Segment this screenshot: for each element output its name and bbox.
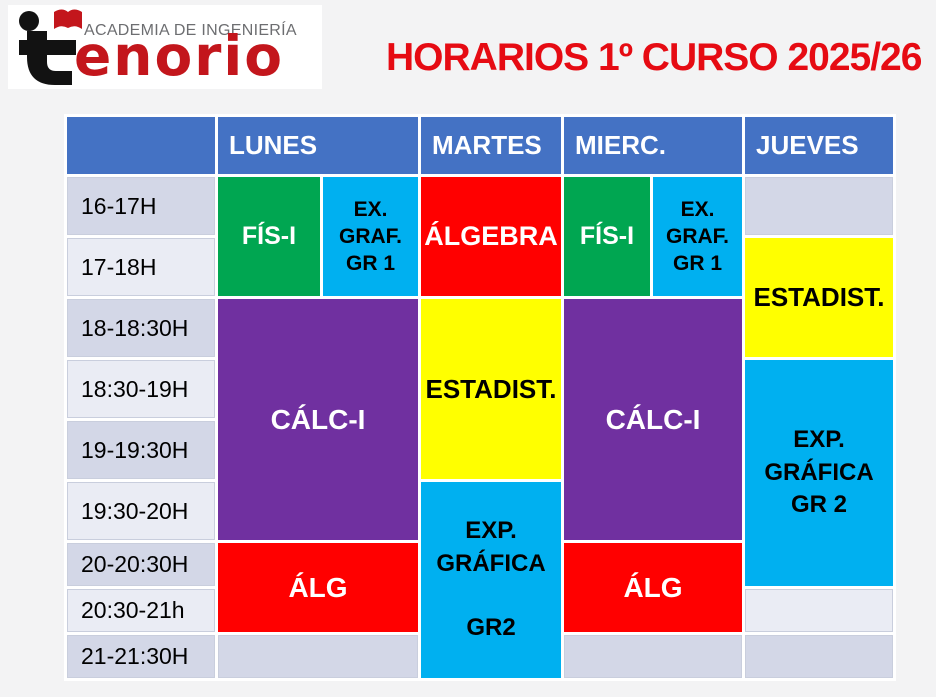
page-title: HORARIOS 1º CURSO 2025/26 <box>386 36 922 79</box>
class-estadist-martes: ESTADIST. <box>421 299 561 479</box>
timetable: LUNES MARTES MIERC. JUEVES 16-17H FÍS-I … <box>64 114 896 681</box>
class-fis-i-lunes: FÍS-I <box>218 177 320 296</box>
class-algebra-martes: ÁLGEBRA <box>421 177 561 296</box>
logo-brand-text: enorio <box>74 24 285 88</box>
class-ex-graf-gr1-mierc: EX. GRAF. GR 1 <box>653 177 742 296</box>
day-header-jueves: JUEVES <box>745 117 893 174</box>
logo: ACADEMIA DE INGENIERÍA enorio <box>8 5 322 89</box>
logo-tagline: ACADEMIA DE INGENIERÍA <box>84 22 297 39</box>
class-estadist-jueves: ESTADIST. <box>745 238 893 357</box>
time-slot-2030-21h: 20:30-21h <box>67 589 215 632</box>
class-ex-graf-gr1-lunes: EX. GRAF. GR 1 <box>323 177 418 296</box>
class-fis-i-mierc: FÍS-I <box>564 177 650 296</box>
corner-cell <box>67 117 215 174</box>
class-calc-i-mierc: CÁLC-I <box>564 299 742 540</box>
time-slot-16-17h: 16-17H <box>67 177 215 235</box>
class-exp-grafica-gr2-jueves: EXP. GRÁFICA GR 2 <box>745 360 893 586</box>
empty-slot-jueves-16-17h <box>745 177 893 235</box>
day-header-mierc: MIERC. <box>564 117 742 174</box>
tenorio-logo-icon <box>19 9 82 85</box>
time-slot-18-1830h: 18-18:30H <box>67 299 215 357</box>
time-slot-20-2030h: 20-20:30H <box>67 543 215 586</box>
day-header-lunes: LUNES <box>218 117 418 174</box>
empty-slot-jueves-2030-21h <box>745 589 893 632</box>
empty-slot-lunes-21-2130h <box>218 635 418 678</box>
time-slot-17-18h: 17-18H <box>67 238 215 296</box>
class-alg-lunes: ÁLG <box>218 543 418 632</box>
class-alg-mierc: ÁLG <box>564 543 742 632</box>
day-header-martes: MARTES <box>421 117 561 174</box>
header-row: LUNES MARTES MIERC. JUEVES <box>67 117 893 174</box>
class-calc-i-lunes: CÁLC-I <box>218 299 418 540</box>
empty-slot-jueves-21-2130h <box>745 635 893 678</box>
time-slot-1830-19h: 18:30-19H <box>67 360 215 418</box>
empty-slot-mierc-21-2130h <box>564 635 742 678</box>
time-slot-1930-20h: 19:30-20H <box>67 482 215 540</box>
class-exp-grafica-gr2-martes: EXP. GRÁFICA GR2 <box>421 482 561 678</box>
time-slot-21-2130h: 21-21:30H <box>67 635 215 678</box>
time-slot-19-1930h: 19-19:30H <box>67 421 215 479</box>
